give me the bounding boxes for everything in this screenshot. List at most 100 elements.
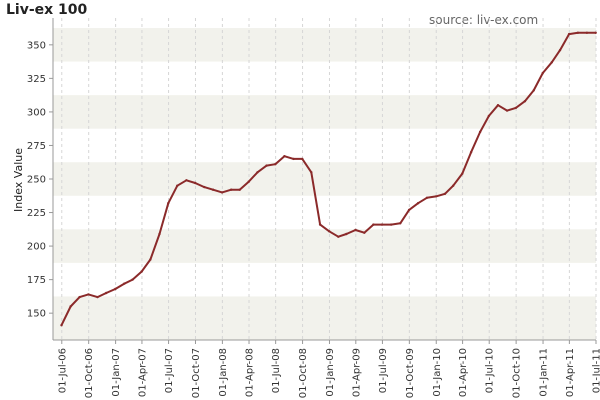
y-ticks: 150 175 200 225 250 275 300 325 350 (27, 40, 53, 320)
data-point (354, 228, 357, 232)
data-point (123, 282, 126, 285)
x-tick-label: 01-Jan-08 (218, 348, 229, 397)
data-point (230, 188, 233, 191)
data-point (363, 231, 366, 234)
data-point (301, 157, 304, 161)
x-tick-label: 01-Jul-07 (164, 348, 175, 393)
data-point (505, 109, 509, 112)
source-note: source: liv-ex.com (429, 13, 539, 27)
data-point (372, 223, 375, 226)
data-point (283, 155, 286, 158)
data-point (60, 324, 63, 327)
x-tick-label: 01-Oct-08 (298, 348, 309, 398)
data-point (211, 188, 215, 191)
data-point (96, 295, 99, 299)
data-point (407, 208, 411, 212)
data-point (425, 196, 429, 199)
data-point (541, 71, 544, 75)
x-tick-label: 01-Jul-08 (271, 348, 282, 393)
y-tick-label: 275 (27, 141, 46, 152)
data-point (194, 181, 197, 185)
background-band (53, 296, 596, 340)
data-point (416, 202, 420, 205)
y-tick-label: 300 (27, 107, 46, 118)
data-point (452, 184, 455, 187)
data-point (318, 223, 322, 226)
data-point (594, 31, 597, 34)
data-point (140, 270, 143, 273)
data-point (496, 104, 500, 107)
background-band (53, 162, 596, 196)
x-tick-label: 01-Jul-09 (378, 348, 389, 393)
x-tick-label: 01-Jan-11 (539, 348, 550, 397)
data-point (87, 293, 90, 296)
data-point (558, 49, 562, 52)
data-point (185, 179, 188, 182)
data-point (469, 151, 473, 154)
data-point (434, 195, 438, 198)
data-point (478, 130, 482, 134)
data-point (461, 172, 464, 175)
data-point (203, 185, 206, 189)
x-tick-label: 01-Apr-08 (245, 348, 256, 397)
data-point (487, 114, 491, 118)
data-point (131, 278, 134, 281)
data-point (585, 31, 589, 34)
x-tick-label: 01-Jul-10 (485, 348, 496, 393)
y-tick-label: 150 (27, 309, 46, 320)
x-ticks: 01-Jul-06 01-Oct-06 01-Jan-07 01-Apr-07 01-J… (57, 340, 600, 398)
x-tick-label: 01-Jan-10 (432, 348, 443, 397)
data-point (149, 258, 152, 261)
y-tick-label: 200 (27, 242, 46, 253)
x-tick-label: 01-Oct-09 (405, 348, 416, 398)
data-point (274, 163, 277, 166)
chart-title: Liv-ex 100 (6, 2, 88, 18)
data-point (69, 305, 72, 308)
data-point (167, 202, 170, 205)
x-tick-label: 01-Apr-11 (565, 348, 576, 397)
background-band (53, 229, 596, 263)
y-axis-title: Index Value (12, 148, 25, 212)
series-points (60, 31, 597, 327)
data-point (550, 61, 553, 64)
x-tick-label: 01-Jan-09 (325, 348, 336, 397)
data-point (345, 232, 348, 236)
data-point (567, 32, 571, 36)
data-point (380, 223, 384, 226)
x-tick-label: 01-Apr-07 (137, 348, 148, 397)
data-point (114, 287, 117, 291)
x-tick-label: 01-Oct-10 (512, 348, 523, 398)
data-point (390, 223, 393, 226)
data-point (247, 180, 250, 183)
x-tick-label: 01-Jan-07 (111, 348, 122, 397)
data-point (78, 295, 81, 299)
y-tick-label: 250 (27, 175, 46, 186)
data-point (514, 106, 517, 110)
x-tick-label: 01-Oct-06 (84, 348, 95, 398)
data-point (310, 171, 313, 174)
data-point (158, 232, 161, 236)
x-tick-label: 01-Apr-09 (351, 348, 362, 397)
data-point (328, 230, 331, 233)
data-point (576, 31, 580, 34)
data-point (220, 191, 224, 194)
background-bands (53, 28, 596, 340)
data-point (443, 192, 447, 195)
x-tick-label: 01-Oct-07 (191, 348, 202, 398)
data-point (265, 164, 268, 167)
y-tick-label: 175 (27, 275, 46, 286)
y-tick-label: 225 (27, 208, 46, 219)
data-point (176, 184, 179, 187)
data-point (256, 171, 259, 174)
x-tick-label: 01-Jul-06 (57, 348, 68, 393)
x-tick-label: 01-Apr-10 (458, 348, 469, 397)
data-point (238, 188, 241, 191)
y-tick-label: 325 (27, 74, 46, 85)
background-band (53, 28, 596, 62)
data-point (337, 235, 340, 238)
data-point (292, 157, 295, 161)
background-band (53, 95, 596, 129)
data-point (105, 291, 108, 295)
data-point (523, 100, 527, 103)
